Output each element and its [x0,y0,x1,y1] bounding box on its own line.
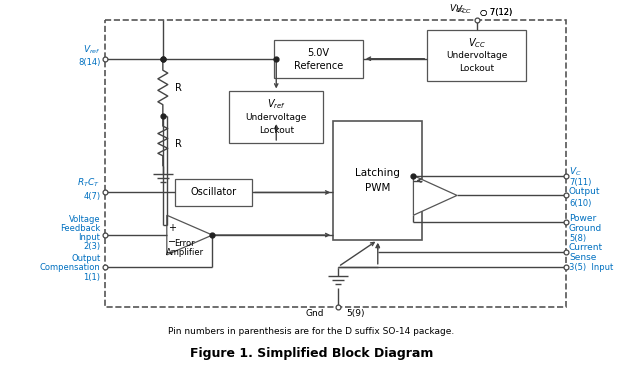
Text: Voltage: Voltage [69,215,100,224]
Text: $V_{ref}$: $V_{ref}$ [83,44,100,56]
Text: $V_C$: $V_C$ [569,165,582,178]
Text: Output: Output [569,187,600,196]
Text: Error: Error [174,240,195,248]
Polygon shape [167,215,212,255]
Text: Compensation: Compensation [39,263,100,272]
Text: $V_{CC}$: $V_{CC}$ [455,4,472,16]
Text: $V_{CC}$: $V_{CC}$ [468,36,486,50]
Bar [105,20,566,307]
Text: Input: Input [78,233,100,241]
Text: Sense: Sense [569,253,597,262]
Text: 6(10): 6(10) [569,199,592,208]
Bar [229,91,323,143]
Text: Oscillator: Oscillator [190,187,237,197]
Text: Gnd: Gnd [305,309,324,319]
Bar [274,40,363,77]
Text: Ground: Ground [569,224,602,233]
Bar [428,30,526,82]
Text: Reference: Reference [294,61,343,71]
Text: Current: Current [569,243,603,252]
Text: Output: Output [71,254,100,263]
Text: $V_{CC}$: $V_{CC}$ [448,3,466,15]
Text: ○ 7(12): ○ 7(12) [480,8,512,17]
Text: 3(5)  Input: 3(5) Input [569,263,613,272]
Text: −: − [168,237,176,247]
Text: Pin numbers in parenthesis are for the D suffix SO-14 package.: Pin numbers in parenthesis are for the D… [168,327,454,336]
Text: PWM: PWM [365,183,391,194]
Text: Undervoltage: Undervoltage [245,113,307,122]
Text: R: R [175,84,182,93]
Polygon shape [413,176,457,215]
Text: Amplifier: Amplifier [165,248,203,257]
Text: 5(9): 5(9) [346,309,364,319]
Text: R: R [175,139,182,149]
Text: ○ 7(12): ○ 7(12) [480,8,512,17]
Text: 5(8): 5(8) [569,233,586,243]
Text: 8(14): 8(14) [78,58,100,67]
Text: Feedback: Feedback [60,224,100,233]
Text: $V_{ref}$: $V_{ref}$ [267,98,285,111]
Bar [175,178,252,206]
Text: $R_TC_T$: $R_TC_T$ [78,176,100,189]
Text: 2(3): 2(3) [83,242,100,252]
Text: Figure 1. Simplified Block Diagram: Figure 1. Simplified Block Diagram [190,347,433,360]
Text: 5.0V: 5.0V [307,48,329,58]
Bar [333,121,423,240]
Text: +: + [168,223,176,233]
Text: Latching: Latching [356,168,400,178]
Text: 1(1): 1(1) [83,273,100,282]
Text: Undervoltage: Undervoltage [446,51,508,60]
Text: Power: Power [569,214,596,223]
Text: Lockout: Lockout [259,125,294,135]
Text: 4(7): 4(7) [83,192,100,201]
Text: 7(11): 7(11) [569,178,592,187]
Text: Lockout: Lockout [459,64,495,73]
